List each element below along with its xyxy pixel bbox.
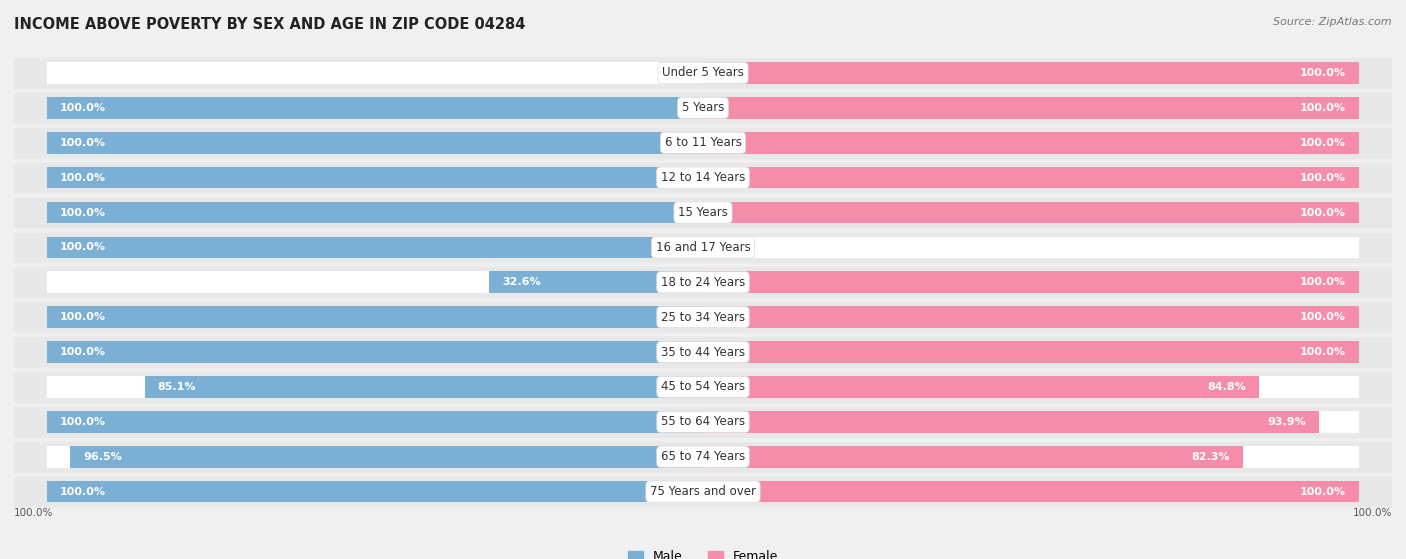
- Text: 100.0%: 100.0%: [60, 173, 105, 183]
- Text: 100.0%: 100.0%: [1301, 68, 1346, 78]
- Text: 85.1%: 85.1%: [157, 382, 197, 392]
- Text: Source: ZipAtlas.com: Source: ZipAtlas.com: [1274, 17, 1392, 27]
- Bar: [46, 202, 703, 224]
- Bar: [703, 446, 1243, 467]
- Bar: [46, 411, 703, 433]
- Bar: [46, 62, 1360, 84]
- Bar: [46, 306, 703, 328]
- Bar: [703, 341, 1360, 363]
- Text: 100.0%: 100.0%: [60, 138, 105, 148]
- Text: 0.0%: 0.0%: [713, 243, 744, 253]
- Bar: [703, 132, 1360, 154]
- Bar: [489, 272, 703, 293]
- Text: 100.0%: 100.0%: [60, 312, 105, 322]
- Bar: [46, 341, 703, 363]
- Bar: [46, 132, 703, 154]
- Bar: [14, 477, 1392, 506]
- Bar: [703, 376, 1260, 398]
- Text: 100.0%: 100.0%: [1301, 312, 1346, 322]
- Text: 12 to 14 Years: 12 to 14 Years: [661, 171, 745, 184]
- Bar: [46, 167, 703, 188]
- Bar: [46, 97, 703, 119]
- Text: 100.0%: 100.0%: [1301, 486, 1346, 496]
- Text: 96.5%: 96.5%: [83, 452, 122, 462]
- Text: 100.0%: 100.0%: [1301, 173, 1346, 183]
- Text: 16 and 17 Years: 16 and 17 Years: [655, 241, 751, 254]
- Text: 82.3%: 82.3%: [1191, 452, 1230, 462]
- Bar: [14, 163, 1392, 192]
- Legend: Male, Female: Male, Female: [623, 546, 783, 559]
- Text: 45 to 54 Years: 45 to 54 Years: [661, 381, 745, 394]
- Bar: [703, 202, 1360, 224]
- Bar: [14, 233, 1392, 262]
- Text: 100.0%: 100.0%: [60, 486, 105, 496]
- Text: INCOME ABOVE POVERTY BY SEX AND AGE IN ZIP CODE 04284: INCOME ABOVE POVERTY BY SEX AND AGE IN Z…: [14, 17, 526, 32]
- Text: 100.0%: 100.0%: [1301, 138, 1346, 148]
- Text: 5 Years: 5 Years: [682, 101, 724, 115]
- Text: 100.0%: 100.0%: [60, 347, 105, 357]
- Text: 55 to 64 Years: 55 to 64 Years: [661, 415, 745, 428]
- Text: 100.0%: 100.0%: [1301, 347, 1346, 357]
- Text: 84.8%: 84.8%: [1208, 382, 1246, 392]
- Text: 0.0%: 0.0%: [662, 68, 693, 78]
- Text: 93.9%: 93.9%: [1267, 417, 1306, 427]
- Bar: [14, 302, 1392, 332]
- Bar: [46, 236, 703, 258]
- Bar: [703, 62, 1360, 84]
- Text: 32.6%: 32.6%: [502, 277, 541, 287]
- Text: 100.0%: 100.0%: [60, 207, 105, 217]
- Bar: [703, 411, 1319, 433]
- Bar: [46, 481, 703, 503]
- Bar: [14, 442, 1392, 472]
- Bar: [703, 481, 1360, 503]
- Bar: [46, 306, 1360, 328]
- Bar: [46, 97, 1360, 119]
- Text: 25 to 34 Years: 25 to 34 Years: [661, 311, 745, 324]
- Text: 100.0%: 100.0%: [60, 417, 105, 427]
- Text: Under 5 Years: Under 5 Years: [662, 67, 744, 79]
- Bar: [70, 446, 703, 467]
- Bar: [14, 58, 1392, 88]
- Bar: [145, 376, 703, 398]
- Bar: [14, 267, 1392, 297]
- Text: 100.0%: 100.0%: [1301, 103, 1346, 113]
- Bar: [46, 272, 1360, 293]
- Bar: [14, 128, 1392, 158]
- Text: 100.0%: 100.0%: [14, 508, 53, 518]
- Bar: [14, 372, 1392, 402]
- Text: 100.0%: 100.0%: [1301, 207, 1346, 217]
- Text: 35 to 44 Years: 35 to 44 Years: [661, 345, 745, 358]
- Bar: [46, 341, 1360, 363]
- Text: 75 Years and over: 75 Years and over: [650, 485, 756, 498]
- Text: 100.0%: 100.0%: [1353, 508, 1392, 518]
- Bar: [14, 93, 1392, 122]
- Bar: [703, 306, 1360, 328]
- Bar: [46, 202, 1360, 224]
- Bar: [46, 376, 1360, 398]
- Text: 15 Years: 15 Years: [678, 206, 728, 219]
- Bar: [46, 167, 1360, 188]
- Bar: [14, 337, 1392, 367]
- Bar: [703, 167, 1360, 188]
- Text: 65 to 74 Years: 65 to 74 Years: [661, 450, 745, 463]
- Text: 18 to 24 Years: 18 to 24 Years: [661, 276, 745, 289]
- Bar: [46, 411, 1360, 433]
- Bar: [46, 446, 1360, 467]
- Text: 6 to 11 Years: 6 to 11 Years: [665, 136, 741, 149]
- Bar: [14, 407, 1392, 437]
- Bar: [703, 272, 1360, 293]
- Text: 100.0%: 100.0%: [60, 103, 105, 113]
- Text: 100.0%: 100.0%: [1301, 277, 1346, 287]
- Bar: [14, 198, 1392, 228]
- Bar: [46, 236, 1360, 258]
- Bar: [46, 481, 1360, 503]
- Bar: [703, 97, 1360, 119]
- Bar: [46, 132, 1360, 154]
- Text: 100.0%: 100.0%: [60, 243, 105, 253]
